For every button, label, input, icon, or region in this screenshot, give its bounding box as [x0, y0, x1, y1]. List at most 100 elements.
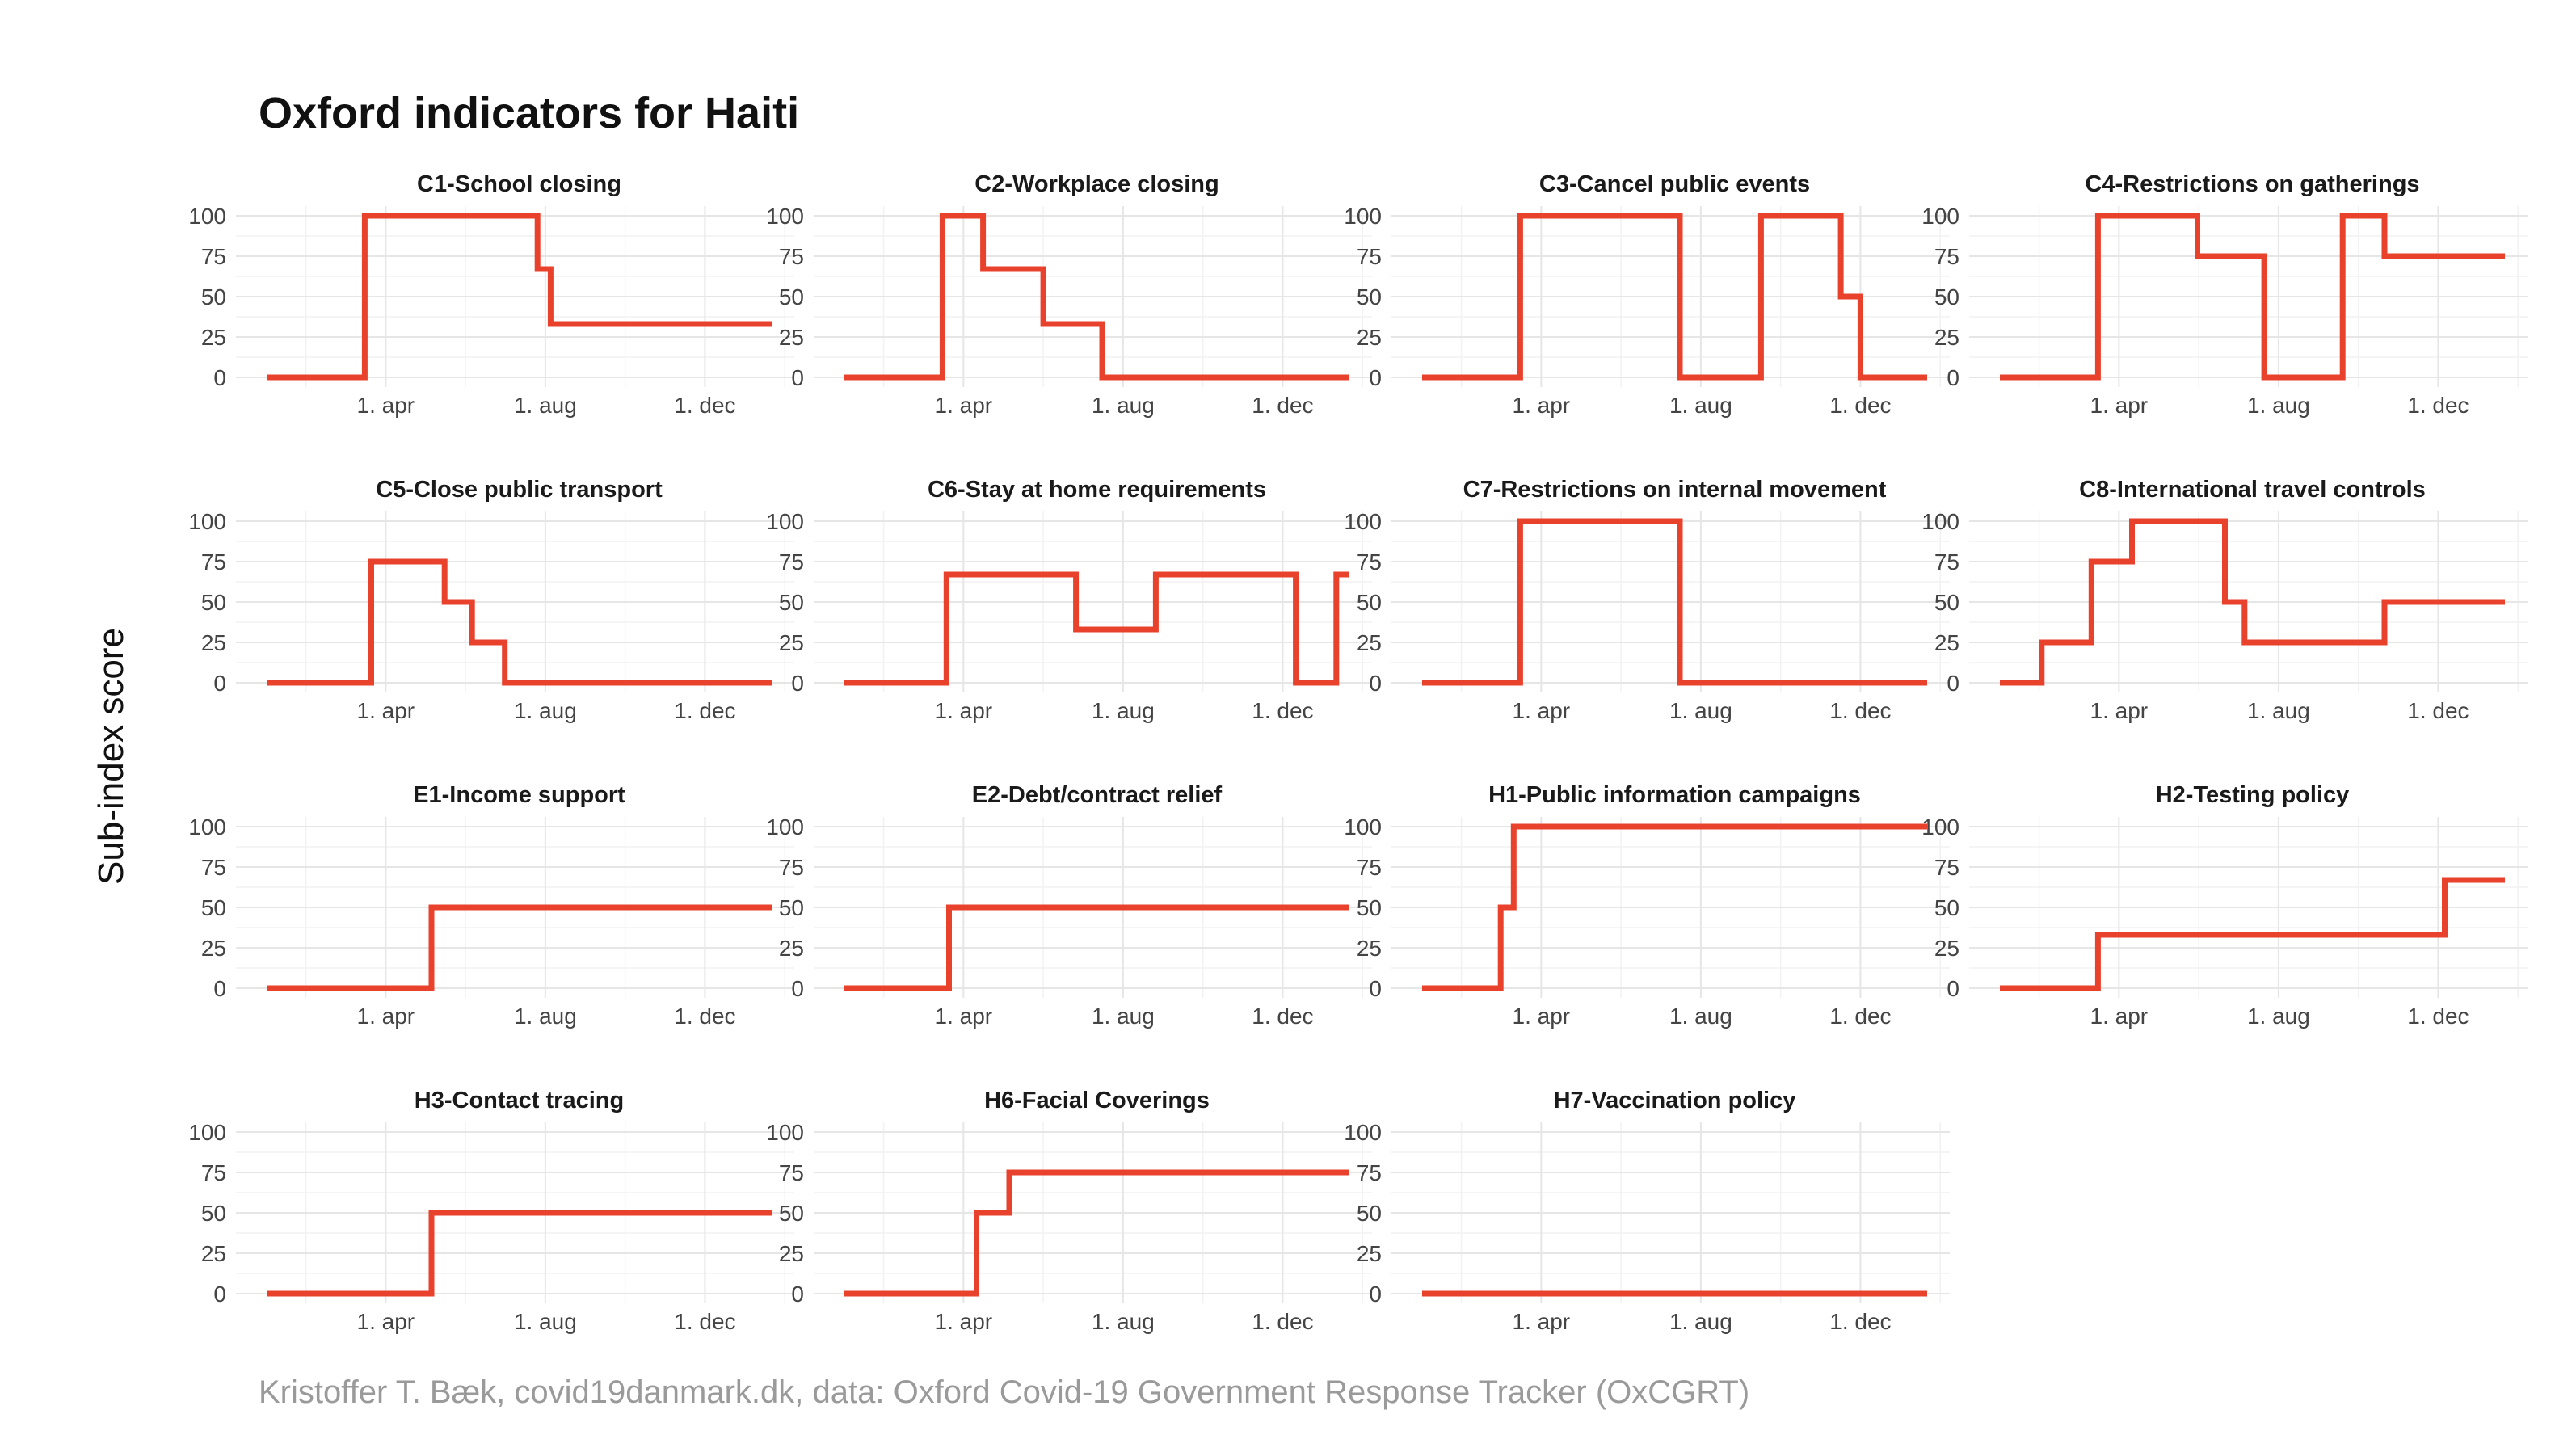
series-line: [267, 1210, 772, 1297]
y-tick-label: 75: [779, 244, 804, 269]
x-tick-label: 1. apr: [1513, 393, 1571, 418]
x-tick-label: 1. dec: [1252, 698, 1313, 723]
y-tick-label: 0: [791, 671, 804, 696]
y-tick-label: 100: [1921, 204, 1959, 229]
y-tick-label: 50: [1357, 1201, 1382, 1226]
y-tick-label: 25: [1357, 936, 1382, 961]
y-tick-label: 0: [791, 365, 804, 390]
y-tick-label: 25: [1934, 936, 1959, 961]
y-tick-label: 75: [779, 855, 804, 880]
x-tick-label: 1. dec: [1252, 1004, 1313, 1029]
series-line: [844, 904, 1349, 991]
y-tick-label: 25: [779, 630, 804, 655]
series-line: [1422, 213, 1927, 381]
y-tick-label: 0: [213, 1282, 226, 1307]
series-line: [267, 558, 772, 686]
y-tick-label: 25: [201, 936, 226, 961]
panel-title: C2-Workplace closing: [974, 171, 1219, 197]
y-tick-label: 50: [1934, 284, 1959, 309]
x-tick-label: 1. aug: [1092, 1004, 1155, 1029]
y-tick-label: 50: [779, 590, 804, 615]
y-tick-label: 25: [1357, 325, 1382, 350]
y-tick-label: 25: [779, 936, 804, 961]
x-tick-label: 1. dec: [1829, 393, 1891, 418]
x-tick-label: 1. apr: [357, 393, 415, 418]
y-tick-label: 25: [201, 325, 226, 350]
y-axis-label: Sub-index score: [91, 628, 131, 885]
x-tick-label: 1. apr: [1513, 698, 1571, 723]
x-tick-label: 1. apr: [935, 1309, 993, 1334]
y-tick-label: 75: [201, 1160, 226, 1185]
y-tick-label: 0: [1369, 1282, 1382, 1307]
panel: C2-Workplace closing 0 25 50 75 100 1. apr 1. a…: [766, 171, 1372, 418]
y-tick-label: 100: [766, 1120, 804, 1145]
y-tick-label: 0: [1369, 671, 1382, 696]
series-line: [267, 213, 772, 381]
facet-grid: C1-School closing 0 25 50 75 100 1. apr 1. aug 1…: [188, 171, 2528, 1334]
panel-title: E1-Income support: [413, 782, 625, 808]
x-tick-label: 1. aug: [1092, 393, 1155, 418]
x-tick-label: 1. dec: [674, 698, 735, 723]
y-tick-label: 50: [1357, 590, 1382, 615]
panel: E2-Debt/contract relief 0 25 50 75 100 1. apr 1…: [766, 782, 1372, 1029]
series-line: [1422, 518, 1927, 686]
panel: H6-Facial Coverings 0 25 50 75 100 1. apr 1. au…: [766, 1088, 1372, 1334]
y-tick-label: 100: [188, 204, 226, 229]
x-tick-label: 1. apr: [935, 1004, 993, 1029]
panel-title: C7-Restrictions on internal movement: [1463, 477, 1887, 503]
x-tick-label: 1. aug: [1092, 698, 1155, 723]
x-tick-label: 1. dec: [1252, 393, 1313, 418]
y-tick-label: 100: [766, 814, 804, 840]
x-tick-label: 1. apr: [1513, 1309, 1571, 1334]
series-line: [267, 904, 772, 991]
y-tick-label: 100: [1344, 1120, 1382, 1145]
y-tick-label: 0: [213, 976, 226, 1001]
x-tick-label: 1. dec: [2407, 1004, 2469, 1029]
panel: E1-Income support 0 25 50 75 100 1. apr 1. aug 1…: [188, 782, 794, 1029]
panel-title: C8-International travel controls: [2079, 477, 2426, 503]
y-tick-label: 25: [201, 630, 226, 655]
y-tick-label: 25: [1934, 630, 1959, 655]
x-tick-label: 1. aug: [514, 1004, 577, 1029]
x-tick-label: 1. aug: [1669, 698, 1732, 723]
panel: C4-Restrictions on gatherings 0 25 50 75 100 1…: [1921, 171, 2528, 418]
series-line: [1422, 823, 1927, 991]
panel-title: C1-School closing: [417, 171, 621, 197]
y-tick-label: 75: [779, 549, 804, 575]
y-tick-label: 100: [1344, 204, 1382, 229]
y-tick-label: 0: [791, 976, 804, 1001]
panel-title: H7-Vaccination policy: [1554, 1088, 1796, 1113]
y-tick-label: 75: [1357, 549, 1382, 575]
y-tick-label: 100: [188, 509, 226, 534]
y-tick-label: 75: [201, 549, 226, 575]
x-tick-label: 1. apr: [2090, 698, 2149, 723]
x-tick-label: 1. aug: [1669, 393, 1732, 418]
y-tick-label: 25: [201, 1241, 226, 1266]
y-tick-label: 100: [1344, 509, 1382, 534]
panel-title: C6-Stay at home requirements: [928, 477, 1266, 503]
y-tick-label: 25: [779, 325, 804, 350]
y-tick-label: 75: [201, 855, 226, 880]
y-tick-label: 50: [1934, 895, 1959, 920]
y-tick-label: 75: [779, 1160, 804, 1185]
x-tick-label: 1. dec: [1829, 1309, 1891, 1334]
y-tick-label: 100: [1921, 814, 1959, 840]
series-line: [2000, 877, 2505, 991]
panel-title: H3-Contact tracing: [415, 1088, 624, 1113]
y-tick-label: 75: [1357, 244, 1382, 269]
x-tick-label: 1. dec: [2407, 393, 2469, 418]
panel: H1-Public information campaigns 0 25 50 75 10…: [1344, 782, 1950, 1029]
panel-title: H6-Facial Coverings: [984, 1088, 1210, 1113]
y-tick-label: 75: [201, 244, 226, 269]
panel-title: C4-Restrictions on gatherings: [2085, 171, 2419, 197]
y-tick-label: 0: [1369, 365, 1382, 390]
y-tick-label: 50: [1357, 284, 1382, 309]
x-tick-label: 1. apr: [357, 1309, 415, 1334]
panel-title: C5-Close public transport: [376, 477, 663, 503]
y-tick-label: 75: [1934, 549, 1959, 575]
x-tick-label: 1. apr: [1513, 1004, 1571, 1029]
x-tick-label: 1. dec: [674, 393, 735, 418]
x-tick-label: 1. apr: [935, 393, 993, 418]
y-tick-label: 100: [188, 814, 226, 840]
